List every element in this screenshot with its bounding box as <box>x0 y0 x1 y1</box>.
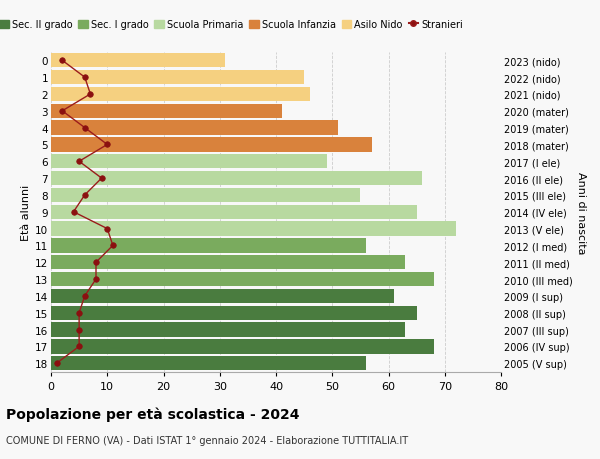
Bar <box>51 71 304 85</box>
Bar <box>51 272 433 286</box>
Bar <box>51 306 416 320</box>
Bar <box>51 88 310 102</box>
Bar <box>51 205 416 219</box>
Bar <box>51 356 366 370</box>
Bar <box>51 188 361 202</box>
Bar <box>51 121 338 135</box>
Bar <box>51 172 422 186</box>
Bar <box>51 54 226 68</box>
Y-axis label: Età alunni: Età alunni <box>21 184 31 241</box>
Text: COMUNE DI FERNO (VA) - Dati ISTAT 1° gennaio 2024 - Elaborazione TUTTITALIA.IT: COMUNE DI FERNO (VA) - Dati ISTAT 1° gen… <box>6 435 408 445</box>
Bar <box>51 256 406 270</box>
Bar <box>51 323 406 337</box>
Bar <box>51 289 394 303</box>
Y-axis label: Anni di nascita: Anni di nascita <box>577 171 586 253</box>
Bar <box>51 222 456 236</box>
Bar <box>51 104 281 119</box>
Text: Popolazione per età scolastica - 2024: Popolazione per età scolastica - 2024 <box>6 406 299 421</box>
Bar <box>51 340 433 354</box>
Legend: Sec. II grado, Sec. I grado, Scuola Primaria, Scuola Infanzia, Asilo Nido, Stran: Sec. II grado, Sec. I grado, Scuola Prim… <box>0 16 467 34</box>
Bar <box>51 138 371 152</box>
Bar <box>51 155 326 169</box>
Bar <box>51 239 366 253</box>
